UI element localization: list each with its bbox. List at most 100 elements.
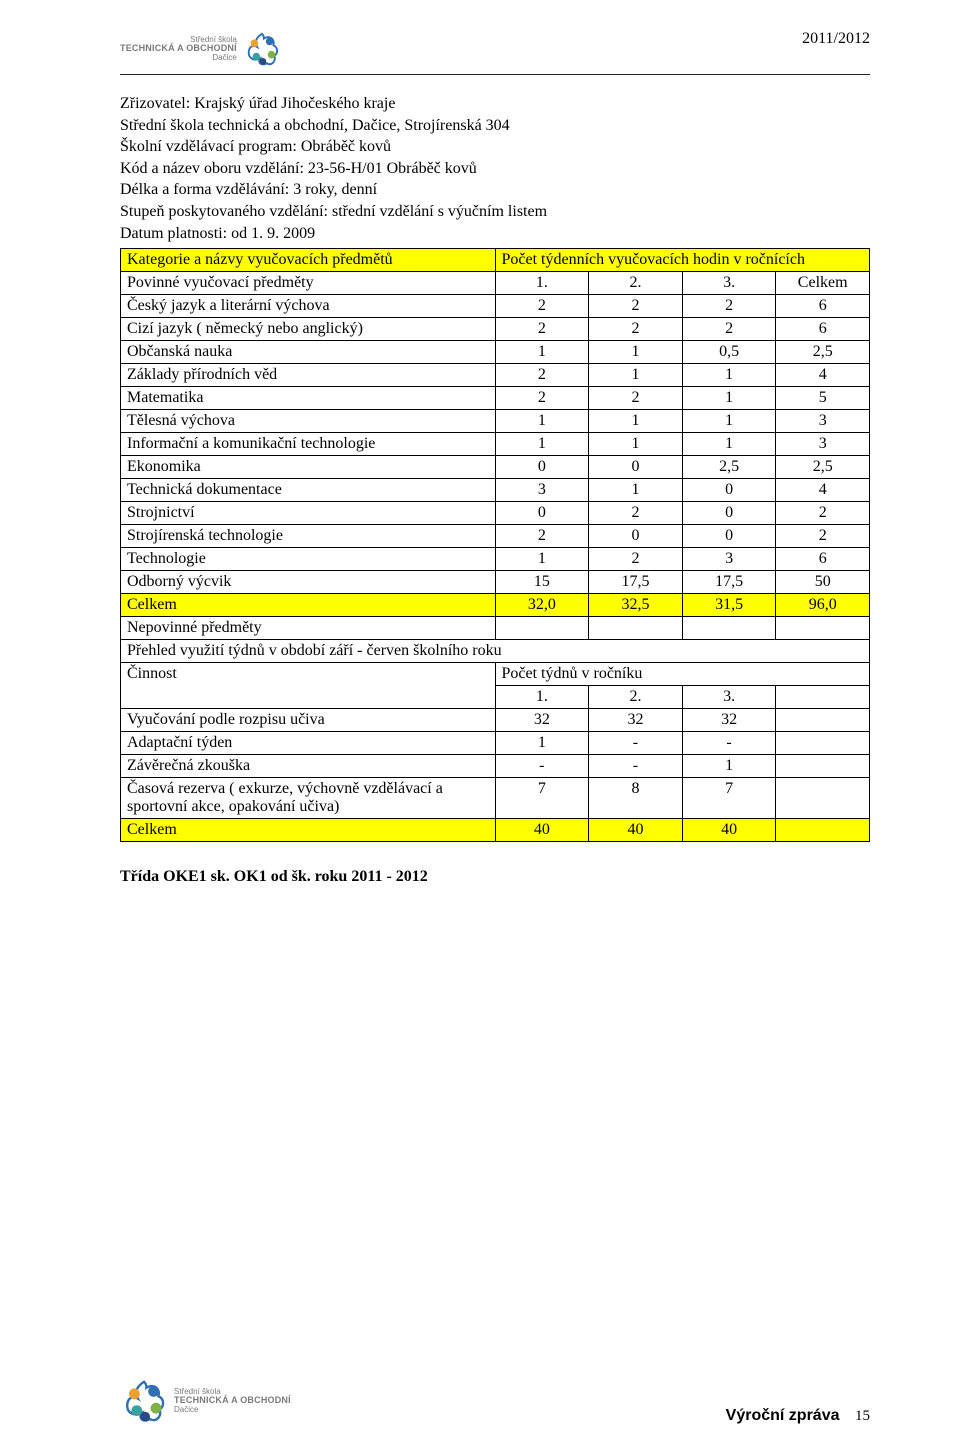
table-cell: 32 — [495, 709, 589, 732]
table-row: Občanská nauka110,52,5 — [121, 341, 870, 364]
table-cell: 0 — [682, 479, 776, 502]
table-row: Adaptační týden1-- — [121, 732, 870, 755]
table-cell: 0,5 — [682, 341, 776, 364]
table-cell: Strojírenská technologie — [121, 525, 496, 548]
table-row: Ekonomika002,52,5 — [121, 456, 870, 479]
table-cell: 2 — [776, 525, 870, 548]
table-cell: 3. — [682, 686, 776, 709]
table-cell: 2 — [495, 387, 589, 410]
table-cell: 32 — [682, 709, 776, 732]
table-cell: 2 — [589, 295, 683, 318]
table-cell: 2 — [589, 318, 683, 341]
table-cell: Informační a komunikační technologie — [121, 433, 496, 456]
table-cell: - — [682, 732, 776, 755]
header-logo-text: Střední škola TECHNICKÁ A OBCHODNÍ Dačic… — [120, 36, 237, 62]
table-cell: 96,0 — [776, 594, 870, 617]
table-cell: 17,5 — [589, 571, 683, 594]
table-cell: 6 — [776, 295, 870, 318]
table-cell: 3. — [682, 272, 776, 295]
table-cell: Činnost — [121, 663, 496, 709]
page-footer: Střední škola TECHNICKÁ A OBCHODNÍ Dačic… — [120, 1377, 870, 1425]
header-year: 2011/2012 — [802, 30, 870, 48]
table-cell: Strojnictví — [121, 502, 496, 525]
table-header-row: Kategorie a názvy vyučovacích předmětůPo… — [121, 249, 870, 272]
table-cell: 1 — [589, 433, 683, 456]
table-cell: 7 — [682, 778, 776, 819]
table-cell: Časová rezerva ( exkurze, výchovně vzděl… — [121, 778, 496, 819]
table-cell: 4 — [776, 364, 870, 387]
table-cell: Počet týdnů v ročníku — [495, 663, 870, 686]
table-row: Český jazyk a literární výchova2226 — [121, 295, 870, 318]
table-row: Matematika2215 — [121, 387, 870, 410]
table-cell: 2 — [495, 295, 589, 318]
table-cell: Počet týdenních vyučovacích hodin v ročn… — [495, 249, 870, 272]
table-cell: Matematika — [121, 387, 496, 410]
table-cell: 15 — [495, 571, 589, 594]
table-cell: 2,5 — [776, 456, 870, 479]
table-cell: - — [589, 755, 683, 778]
table-cell: 1 — [589, 479, 683, 502]
table-cell: Základy přírodních věd — [121, 364, 496, 387]
table-cell: 3 — [776, 410, 870, 433]
footer-page-number: 15 — [855, 1408, 870, 1424]
intro-line: Střední škola technická a obchodní, Dači… — [120, 115, 870, 137]
table-cell: Technická dokumentace — [121, 479, 496, 502]
table-cell: 2,5 — [776, 341, 870, 364]
table-row: Časová rezerva ( exkurze, výchovně vzděl… — [121, 778, 870, 819]
table-cell: 7 — [495, 778, 589, 819]
table-cell: 1 — [495, 410, 589, 433]
table-cell: 2 — [682, 318, 776, 341]
table-row: Závěrečná zkouška--1 — [121, 755, 870, 778]
table-cell: 1 — [495, 548, 589, 571]
table-cell: Závěrečná zkouška — [121, 755, 496, 778]
table-cell: 1 — [589, 341, 683, 364]
table-cell: 17,5 — [682, 571, 776, 594]
intro-line: Školní vzdělávací program: Obráběč kovů — [120, 136, 870, 158]
intro-line: Délka a forma vzdělávání: 3 roky, denní — [120, 179, 870, 201]
table-cell: 4 — [776, 479, 870, 502]
table-row: Cizí jazyk ( německý nebo anglický)2226 — [121, 318, 870, 341]
table-cell: 40 — [589, 819, 683, 842]
table-cell: 6 — [776, 548, 870, 571]
intro-line: Stupeň poskytovaného vzdělání: střední v… — [120, 201, 870, 223]
table-row: Odborný výcvik1517,517,550 — [121, 571, 870, 594]
table-cell: Povinné vyučovací předměty — [121, 272, 496, 295]
school-logo-icon — [120, 1377, 168, 1425]
table-cell: Adaptační týden — [121, 732, 496, 755]
table-cell: 1 — [682, 364, 776, 387]
table-cell: - — [589, 732, 683, 755]
table-cell: - — [495, 755, 589, 778]
table-cell: 0 — [589, 525, 683, 548]
footer-logo-block: Střední škola TECHNICKÁ A OBCHODNÍ Dačic… — [120, 1377, 291, 1425]
table-cell: 3 — [776, 433, 870, 456]
table-cell — [776, 617, 870, 640]
class-note: Třída OKE1 sk. OK1 od šk. roku 2011 - 20… — [120, 868, 870, 886]
table-row: Celkem404040 — [121, 819, 870, 842]
table-cell: 1. — [495, 272, 589, 295]
table-cell: 31,5 — [682, 594, 776, 617]
logo-line3: Dačice — [174, 1406, 291, 1414]
table-cell: Tělesná výchova — [121, 410, 496, 433]
table-cell: 2 — [589, 548, 683, 571]
table-cell: 2 — [682, 295, 776, 318]
footer-logo-text: Střední škola TECHNICKÁ A OBCHODNÍ Dačic… — [174, 1388, 291, 1414]
table-cell: 8 — [589, 778, 683, 819]
table-row: Celkem32,032,531,596,0 — [121, 594, 870, 617]
table-row: Základy přírodních věd2114 — [121, 364, 870, 387]
table-cell: 1 — [589, 364, 683, 387]
table-cell: Technologie — [121, 548, 496, 571]
table-cell: 1. — [495, 686, 589, 709]
intro-line: Datum platnosti: od 1. 9. 2009 — [120, 223, 870, 245]
table-cell: Kategorie a názvy vyučovacích předmětů — [121, 249, 496, 272]
table-cell: 32,5 — [589, 594, 683, 617]
school-logo-icon — [243, 30, 281, 68]
table-cell: Ekonomika — [121, 456, 496, 479]
table-cell: 0 — [682, 502, 776, 525]
table-cell: Celkem — [776, 272, 870, 295]
table-cell: Přehled využití týdnů v období září - če… — [121, 640, 870, 663]
table-cell — [776, 755, 870, 778]
table-cell: 0 — [589, 456, 683, 479]
table-cell: 32,0 — [495, 594, 589, 617]
page-header: Střední škola TECHNICKÁ A OBCHODNÍ Dačic… — [120, 30, 870, 75]
table-cell — [776, 686, 870, 709]
